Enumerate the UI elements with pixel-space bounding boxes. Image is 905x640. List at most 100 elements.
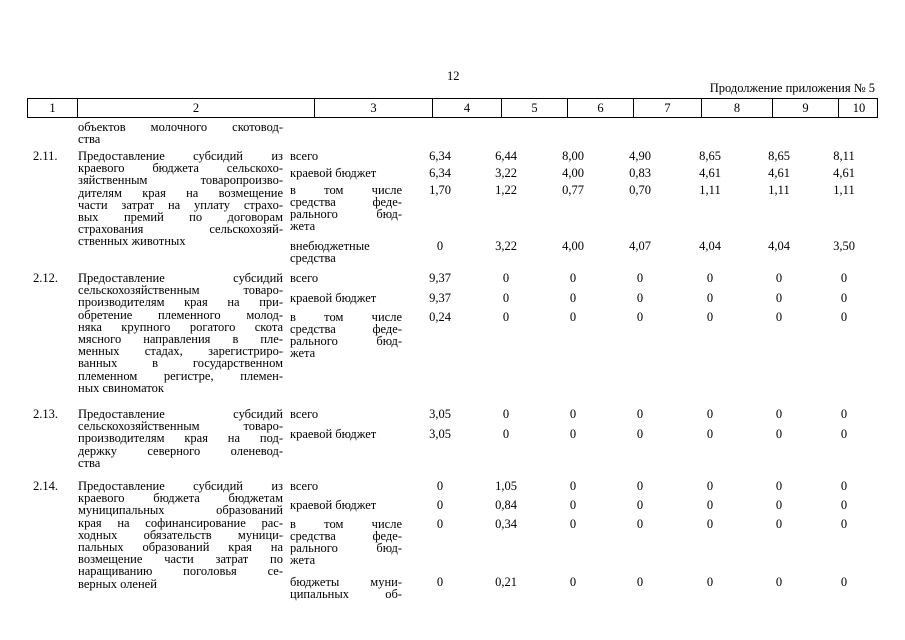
value-cell: 0 [775,517,783,531]
header-col-6: 6 [568,99,634,117]
carryover-line: ства [78,132,101,147]
header-col-9: 9 [773,99,839,117]
value-cell: 4,07 [629,239,651,253]
funding-source-line: средства феде- [290,322,402,336]
row-description: Предоставление субсидий сельскохозяйстве… [78,408,283,470]
description-line: ходных обязательств муници- [78,527,283,542]
value-cell: 0 [775,407,783,421]
value-cell: 0 [569,407,577,421]
value-cell: 0 [840,427,848,441]
value-cell: 0 [436,239,444,253]
funding-source-line: в том числе [290,517,402,531]
value-cell: 0 [569,271,577,285]
value-cell: 0 [436,479,444,493]
value-cell: 8,00 [562,149,584,163]
value-cell: 0 [706,291,714,305]
funding-source-line: ципальных об- [290,587,402,601]
value-cell: 0 [569,310,577,324]
value-cell: 0 [569,517,577,531]
description-line: менных стадах, зарегистриро- [78,344,283,359]
value-cell: 0 [706,575,714,589]
value-cell: 4,00 [562,166,584,180]
value-cell: 0,77 [562,183,584,197]
row-description: Предоставление субсидий сельскохозяйстве… [78,272,283,395]
header-col-3: 3 [315,99,433,117]
description-line: верных оленей [78,576,157,591]
value-cell: 1,11 [833,183,855,197]
description-line: племенном регистре, племен- [78,368,283,383]
funding-source: внебюджетные средства [290,239,402,265]
value-cell: 4,00 [562,239,584,253]
row-code: 2.14. [33,479,58,493]
description-line: края на софинансирование рас- [78,515,283,530]
value-cell: 4,04 [699,239,721,253]
funding-source-line: бюджеты муни- [290,575,402,589]
value-cell: 4,04 [768,239,790,253]
header-col-5: 5 [502,99,568,117]
table-header-row: 1 2 3 4 5 6 7 8 9 10 [27,98,878,118]
funding-source-line: средства феде- [290,529,402,543]
row-code: 2.11. [33,149,58,163]
header-col-1: 1 [28,99,78,117]
value-cell: 8,11 [833,149,855,163]
value-cell: 3,50 [833,239,855,253]
funding-source: краевой бюджет [290,498,377,512]
value-cell: 0 [436,575,444,589]
value-cell: 4,61 [833,166,855,180]
value-cell: 3,05 [429,427,451,441]
value-cell: 3,22 [495,166,517,180]
continuation-label: Продолжение приложения № 5 [709,81,875,95]
value-cell: 4,61 [699,166,721,180]
funding-source: всего [290,479,319,493]
value-cell: 0 [706,310,714,324]
value-cell: 0 [502,310,510,324]
value-cell: 0 [706,498,714,512]
value-cell: 0,24 [429,310,451,324]
funding-source: в том числе средства феде- рального бюд-… [290,517,402,567]
value-cell: 0 [636,498,644,512]
value-cell: 0 [636,517,644,531]
funding-source-line: в том числе [290,183,402,197]
value-cell: 0 [502,427,510,441]
description-line: краевого бюджета бюджетам [78,491,283,506]
value-cell: 8,65 [699,149,721,163]
description-line: ных свиноматок [78,380,164,395]
funding-source-line: внебюджетные [290,239,370,253]
description-line: ственных животных [78,234,186,249]
value-cell: 0 [636,271,644,285]
value-cell: 0 [840,479,848,493]
description-line: страхования сельскохозяй- [78,222,283,237]
funding-source-line: жета [290,346,316,360]
row-description: Предоставление субсидий из краевого бюдж… [78,150,283,248]
funding-source: в том числе средства феде- рального бюд-… [290,183,402,233]
value-cell: 0 [502,407,510,421]
value-cell: 0 [840,407,848,421]
funding-source: всего [290,271,319,285]
description-line: производителям края на при- [78,295,283,310]
value-cell: 0 [636,407,644,421]
value-cell: 0 [775,479,783,493]
description-line: обретение племенного молод- [78,307,283,322]
funding-source-line: жета [290,219,316,233]
value-cell: 6,34 [429,166,451,180]
value-cell: 1,05 [495,479,517,493]
value-cell: 0 [706,271,714,285]
value-cell: 0 [502,271,510,285]
description-line: вых премий по договорам [78,210,283,225]
header-col-2: 2 [78,99,315,117]
description-line: мясного направления в пле- [78,332,283,347]
value-cell: 0 [636,291,644,305]
funding-source-line: рального бюд- [290,207,402,221]
value-cell: 0 [840,291,848,305]
page-number: 12 [447,69,460,83]
description-line: производителям края на под- [78,431,283,446]
value-cell: 4,61 [768,166,790,180]
value-cell: 1,11 [768,183,790,197]
funding-source-line: средства феде- [290,195,402,209]
description-line: части затрат на уплату страхо- [78,197,283,212]
description-line: сельскохозяйственным товаро- [78,283,283,298]
funding-source-line: рального бюд- [290,541,402,555]
value-cell: 1,70 [429,183,451,197]
description-line: Предоставление субсидий из [78,479,283,493]
description-line: муниципальных образований [78,503,283,518]
